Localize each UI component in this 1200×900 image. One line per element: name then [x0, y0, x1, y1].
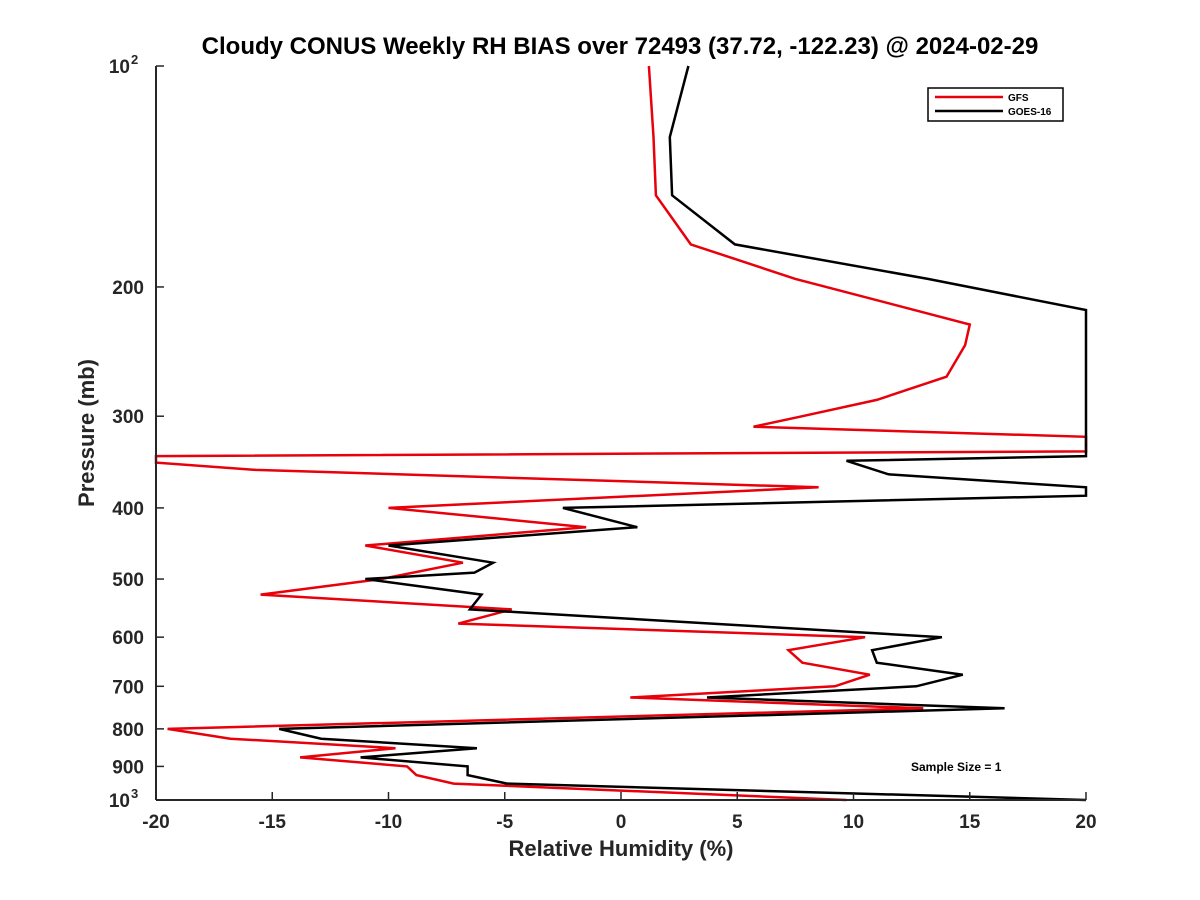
x-tick-label: 5: [732, 812, 743, 833]
x-tick-label: -20: [142, 812, 169, 833]
sample-size-annotation: Sample Size = 1: [911, 760, 1002, 774]
y-tick-label: 500: [112, 570, 144, 591]
legend-box: [927, 87, 1064, 122]
y-axis-label: Pressure (mb): [74, 359, 99, 507]
legend: GFS GOES-16: [927, 87, 1064, 122]
chart-title: Cloudy CONUS Weekly RH BIAS over 72493 (…: [202, 33, 1039, 60]
y-tick-label: 900: [112, 757, 144, 778]
series-line-goes16: [278, 65, 1088, 802]
x-ticks: -20 -15 -10 -5 0 5 10 15 20: [142, 792, 1097, 833]
legend-label-goes16: GOES-16: [1008, 107, 1052, 118]
y-tick-label: 10: [109, 57, 130, 78]
y-tick-label: 10: [109, 791, 130, 812]
legend-label-gfs: GFS: [1008, 93, 1029, 104]
y-tick-label: 700: [112, 677, 144, 698]
x-axis-label: Relative Humidity (%): [509, 836, 734, 861]
y-tick-label: 200: [112, 278, 144, 299]
x-tick-label: 15: [959, 812, 981, 833]
x-tick-label: 0: [616, 812, 627, 833]
y-tick-label: 800: [112, 720, 144, 741]
y-tick-exponent: 3: [131, 786, 138, 801]
plot-area: -20 -15 -10 -5 0 5 10 15 20 10 220030040050060070…: [109, 52, 1097, 833]
y-tick-label: 300: [112, 407, 144, 428]
x-tick-label: -15: [259, 812, 287, 833]
y-tick-exponent: 2: [131, 52, 138, 67]
x-tick-label: 10: [843, 812, 864, 833]
series-layer: [154, 65, 1088, 802]
x-tick-label: 20: [1075, 812, 1096, 833]
x-tick-label: -5: [496, 812, 513, 833]
y-tick-label: 400: [112, 499, 144, 520]
y-tick-label: 600: [112, 628, 144, 649]
x-tick-label: -10: [375, 812, 402, 833]
series-line-gfs: [154, 65, 1088, 802]
